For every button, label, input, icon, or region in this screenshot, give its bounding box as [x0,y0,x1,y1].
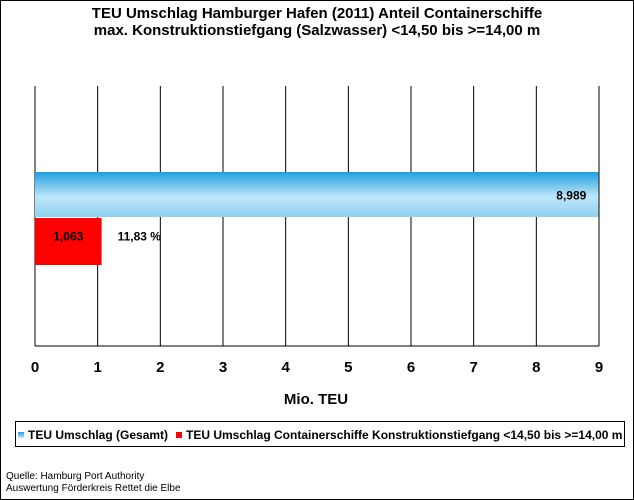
chart-title: TEU Umschlag Hamburger Hafen (2011) Ante… [0,5,634,39]
legend-swatch-subset [176,431,182,438]
legend-item-subset: TEU Umschlag Containerschiffe Konstrukti… [176,428,622,442]
data-label-total: 8,989 [556,189,586,203]
legend: TEU Umschlag (Gesamt) TEU Umschlag Conta… [15,421,625,447]
x-tick-label: 0 [31,359,39,376]
bar-subset [35,218,102,265]
data-label-share: 11,83 % [118,230,162,244]
legend-label-subset: TEU Umschlag Containerschiffe Konstrukti… [186,428,623,442]
x-tick-label: 3 [219,359,227,376]
x-tick-label: 5 [344,359,352,376]
x-axis-title: Mio. TEU [284,391,348,408]
x-tick-label: 6 [407,359,415,376]
x-tick-label: 7 [469,359,477,376]
source-note: Quelle: Hamburg Port Authority Auswertun… [6,471,181,495]
title-line-2: max. Konstruktionstiefgang (Salzwasser) … [93,22,541,39]
source-line-1: Quelle: Hamburg Port Authority [6,471,145,482]
legend-label-total: TEU Umschlag (Gesamt) [28,428,169,442]
legend-item-total: TEU Umschlag (Gesamt) [18,428,168,442]
legend-swatch-total [18,431,24,438]
x-tick-label: 9 [595,359,603,376]
title-line-1: TEU Umschlag Hamburger Hafen (2011) Ante… [91,5,543,22]
bar-total [35,172,599,217]
source-line-2: Auswertung Förderkreis Rettet die Elbe [6,483,181,494]
x-tick-label: 8 [532,359,540,376]
x-tick-label: 2 [156,359,164,376]
x-tick-label: 4 [281,359,290,376]
x-tick-labels: 0 1 2 3 4 5 6 7 8 9 [31,359,603,376]
data-labels: 8,989 1,063 11,83 % [53,189,586,244]
data-label-subset: 1,063 [53,230,83,244]
x-tick-label: 1 [93,359,101,376]
bars [35,172,599,265]
